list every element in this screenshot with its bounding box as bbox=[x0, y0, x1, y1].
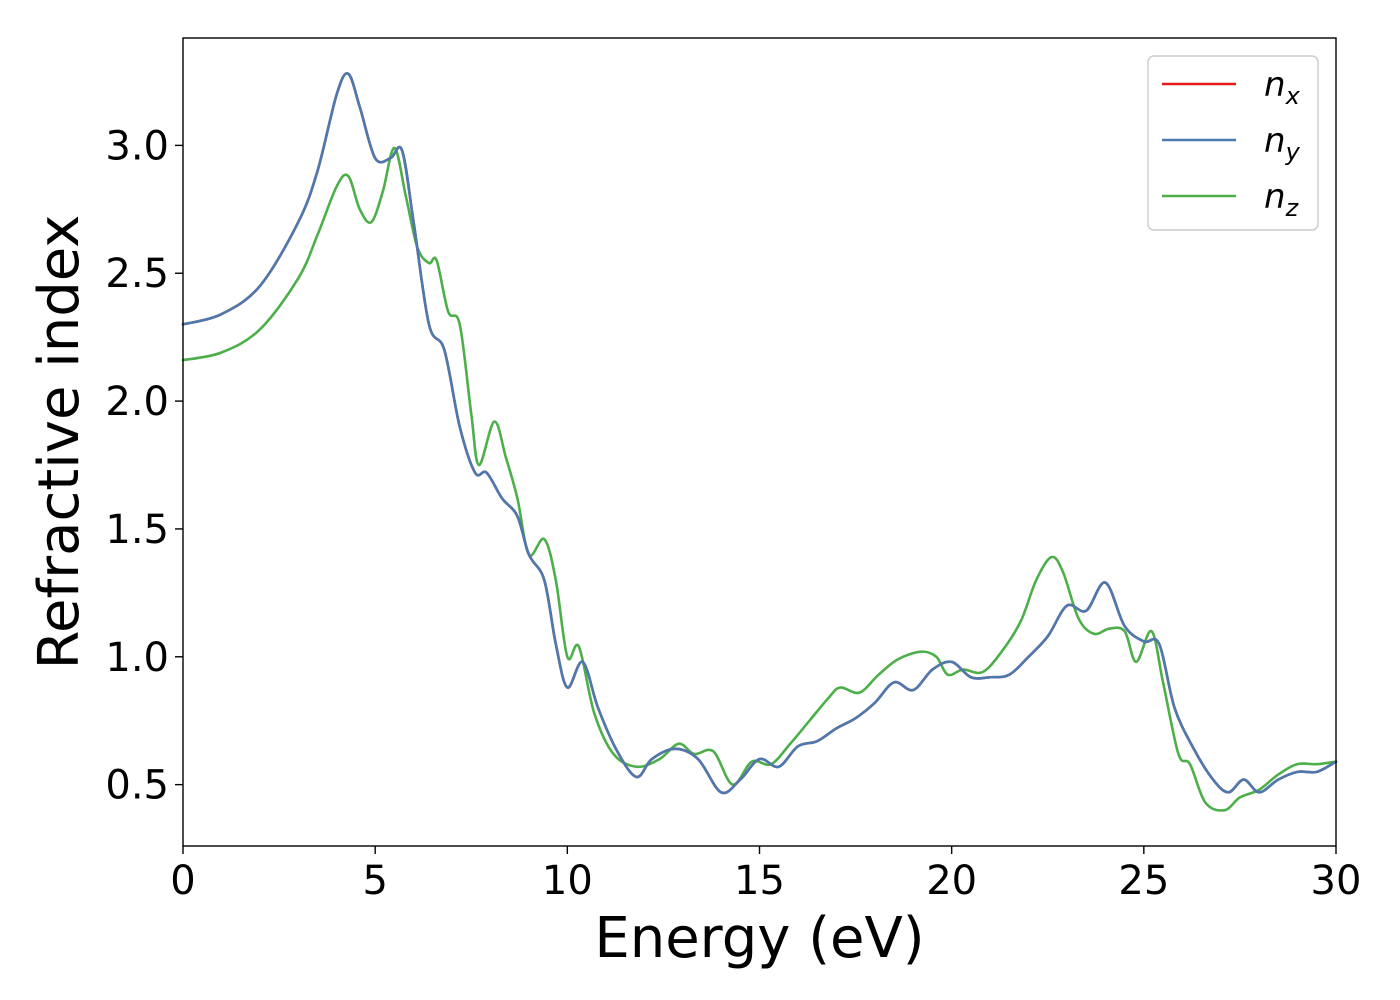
y-tick-label: 1.5 bbox=[105, 507, 169, 553]
y-tick-label: 2.5 bbox=[105, 251, 169, 297]
x-tick-label: 15 bbox=[734, 858, 785, 904]
x-tick-label: 10 bbox=[542, 858, 593, 904]
legend-label-nx: nx bbox=[1264, 65, 1301, 110]
y-tick-label: 2.0 bbox=[105, 379, 169, 425]
series-line-nz bbox=[181, 146, 1338, 812]
y-axis-title: Refractive index bbox=[27, 215, 92, 670]
axis-layer: 0 5 10 15 20 25 30 0.5 1.0 1.5 2.0 2.5 3.0 bbox=[105, 123, 1361, 904]
legend-box bbox=[1147, 55, 1319, 231]
legend: nx ny nz bbox=[1147, 55, 1319, 231]
legend-label-ny: ny bbox=[1264, 121, 1301, 166]
legend-label-nz: nz bbox=[1264, 177, 1300, 222]
series-line-ny bbox=[181, 72, 1338, 795]
x-tick-label: 5 bbox=[362, 858, 387, 904]
x-tick-label: 30 bbox=[1311, 858, 1362, 904]
y-tick-label: 3.0 bbox=[105, 123, 169, 169]
y-tick-label: 0.5 bbox=[105, 763, 169, 809]
series-layer bbox=[181, 72, 1338, 812]
y-tick-label: 1.0 bbox=[105, 635, 169, 681]
x-tick-label: 0 bbox=[170, 858, 195, 904]
x-axis-title: Energy (eV) bbox=[594, 906, 924, 971]
x-tick-label: 25 bbox=[1118, 858, 1169, 904]
x-tick-label: 20 bbox=[926, 858, 977, 904]
